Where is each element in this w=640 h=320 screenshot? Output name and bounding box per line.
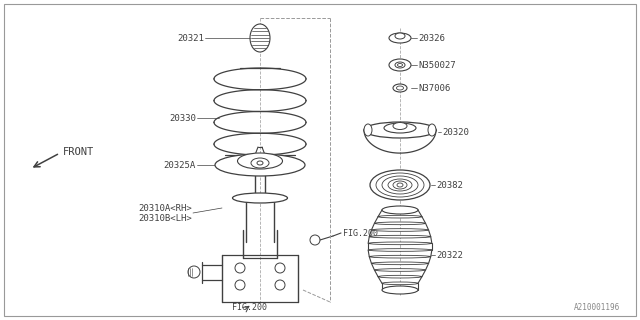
Ellipse shape: [395, 62, 405, 68]
Ellipse shape: [257, 161, 263, 165]
Text: 20310A<RH>: 20310A<RH>: [138, 204, 192, 212]
Ellipse shape: [374, 222, 426, 225]
Ellipse shape: [371, 262, 429, 265]
Ellipse shape: [237, 153, 282, 169]
Ellipse shape: [378, 275, 422, 278]
Ellipse shape: [397, 63, 403, 67]
Text: 20382: 20382: [436, 180, 463, 189]
Text: 20310B<LH>: 20310B<LH>: [138, 213, 192, 222]
Ellipse shape: [384, 123, 416, 133]
Ellipse shape: [393, 123, 407, 130]
Ellipse shape: [389, 33, 411, 43]
Ellipse shape: [368, 242, 432, 245]
Ellipse shape: [393, 181, 407, 189]
Text: 20321: 20321: [177, 34, 204, 43]
Ellipse shape: [370, 170, 430, 200]
Ellipse shape: [232, 193, 287, 203]
Text: FIG.200: FIG.200: [232, 303, 267, 312]
Ellipse shape: [364, 124, 372, 136]
Ellipse shape: [364, 122, 436, 138]
Ellipse shape: [382, 286, 418, 294]
Ellipse shape: [378, 215, 422, 218]
Ellipse shape: [368, 249, 432, 251]
Text: 20330: 20330: [169, 114, 196, 123]
Text: 20322: 20322: [436, 251, 463, 260]
Ellipse shape: [382, 209, 418, 211]
Text: FIG.200: FIG.200: [343, 228, 378, 237]
Ellipse shape: [369, 255, 431, 258]
Ellipse shape: [388, 179, 412, 191]
Text: 20325A: 20325A: [164, 161, 196, 170]
Ellipse shape: [389, 59, 411, 71]
Ellipse shape: [250, 24, 270, 52]
Ellipse shape: [376, 173, 424, 197]
Ellipse shape: [395, 33, 405, 39]
Text: 20320: 20320: [442, 127, 469, 137]
Text: A210001196: A210001196: [573, 303, 620, 312]
Ellipse shape: [397, 183, 403, 187]
Text: FRONT: FRONT: [63, 147, 94, 157]
Ellipse shape: [393, 84, 407, 92]
Ellipse shape: [428, 124, 436, 136]
Ellipse shape: [215, 154, 305, 176]
Ellipse shape: [382, 176, 418, 194]
Ellipse shape: [382, 206, 418, 214]
Text: 20326: 20326: [418, 34, 445, 43]
Ellipse shape: [369, 235, 431, 238]
Text: N350027: N350027: [418, 60, 456, 69]
Ellipse shape: [397, 86, 403, 90]
Ellipse shape: [251, 158, 269, 168]
Ellipse shape: [371, 229, 429, 231]
Ellipse shape: [374, 269, 426, 271]
Ellipse shape: [382, 282, 418, 285]
Text: N37006: N37006: [418, 84, 451, 92]
